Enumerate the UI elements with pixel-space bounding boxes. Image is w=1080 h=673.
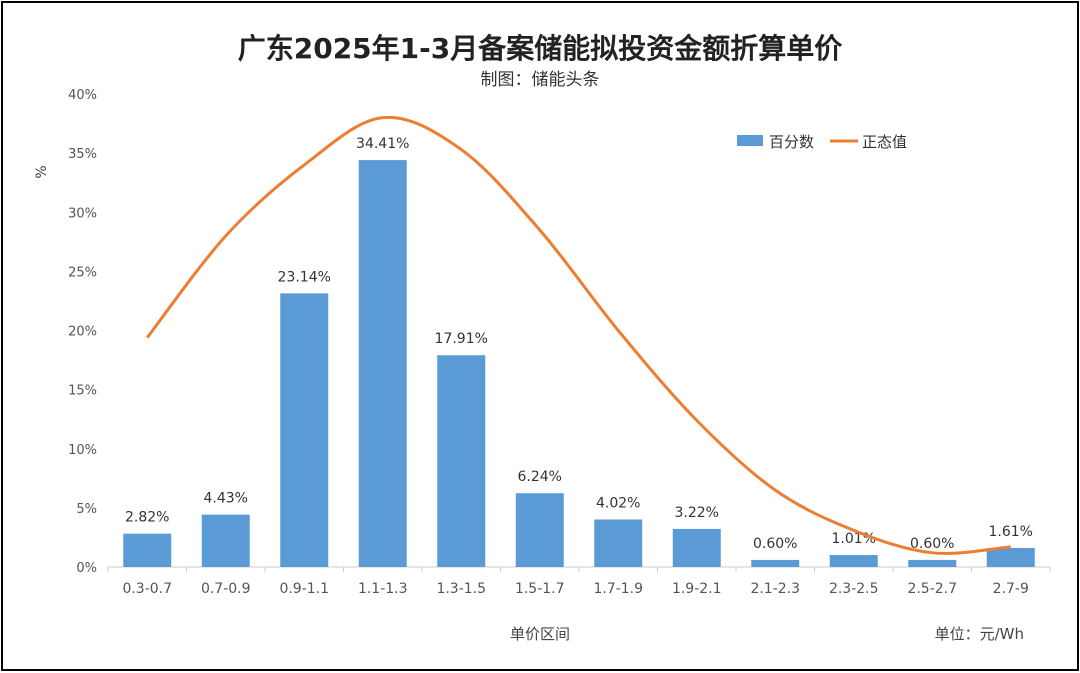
y-tick-label: 30% — [68, 206, 97, 221]
bar — [908, 559, 957, 567]
bar — [829, 555, 878, 567]
y-tick-label: 40% — [68, 88, 97, 103]
legend-bar-swatch — [737, 135, 763, 146]
bar-data-label: 4.02% — [596, 495, 640, 511]
chart-title: 广东2025年1-3月备案储能拟投资金额折算单价 — [238, 32, 844, 65]
bar — [594, 519, 643, 567]
bar-data-label: 34.41% — [356, 136, 409, 152]
bar-data-label: 2.82% — [125, 510, 169, 526]
legend-line-label: 正态值 — [862, 133, 907, 151]
y-tick-label: 20% — [68, 325, 97, 340]
bar — [751, 559, 800, 567]
bar-data-label: 0.60% — [753, 536, 797, 552]
x-tick-label: 2.7-9 — [993, 581, 1029, 597]
x-tick-label: 1.1-1.3 — [358, 581, 408, 597]
bar — [201, 514, 250, 567]
x-tick-label: 2.3-2.5 — [829, 581, 879, 597]
bar-data-label: 0.60% — [910, 536, 954, 552]
x-tick-label: 1.3-1.5 — [436, 581, 486, 597]
x-axis-label: 单价区间 — [510, 625, 570, 643]
chart-subtitle: 制图：储能头条 — [481, 70, 600, 90]
bar — [358, 160, 407, 567]
x-tick-label: 0.3-0.7 — [122, 581, 172, 597]
y-axis-label: % — [34, 165, 50, 178]
bar-data-label: 17.91% — [435, 331, 488, 347]
bar — [437, 355, 486, 567]
y-tick-label: 15% — [68, 384, 97, 399]
y-tick-label: 10% — [68, 443, 97, 458]
legend-bar-label: 百分数 — [769, 133, 814, 151]
y-tick-label: 5% — [76, 502, 97, 517]
bar — [123, 533, 172, 567]
y-tick-label: 35% — [68, 147, 97, 162]
x-tick-label: 2.1-2.3 — [750, 581, 800, 597]
x-tick-label: 2.5-2.7 — [907, 581, 957, 597]
x-tick-label: 1.9-2.1 — [672, 581, 722, 597]
unit-note: 单位：元/Wh — [935, 625, 1024, 643]
bar-data-label: 6.24% — [518, 469, 562, 485]
normal-curve-line — [146, 115, 1011, 555]
x-tick-label: 0.7-0.9 — [201, 581, 251, 597]
bar-data-label: 4.43% — [204, 491, 248, 507]
bar-data-label: 1.61% — [989, 524, 1033, 540]
bar-data-label: 23.14% — [278, 269, 331, 285]
bar — [986, 547, 1035, 567]
x-tick-label: 1.7-1.9 — [593, 581, 643, 597]
bar-data-label: 3.22% — [675, 505, 719, 521]
y-tick-label: 0% — [76, 561, 97, 576]
bar — [280, 293, 329, 567]
x-tick-label: 1.5-1.7 — [515, 581, 565, 597]
bar-data-label: 1.01% — [832, 531, 876, 547]
bar — [515, 493, 564, 567]
y-tick-label: 25% — [68, 265, 97, 280]
bar — [672, 528, 721, 567]
x-tick-label: 0.9-1.1 — [279, 581, 329, 597]
